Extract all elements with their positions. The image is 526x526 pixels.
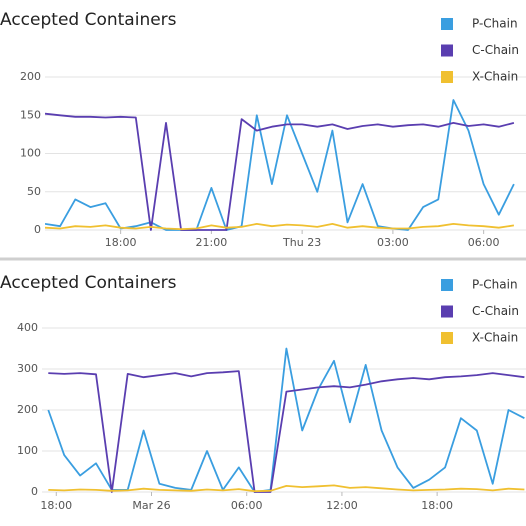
x-tick-label: 18:00 <box>421 499 453 512</box>
legend-swatch <box>441 332 453 344</box>
legend-swatch <box>441 44 453 57</box>
x-tick-label: Mar 26 <box>132 499 170 512</box>
y-tick-label: 100 <box>17 444 38 457</box>
x-tick-label: 12:00 <box>326 499 358 512</box>
y-tick-label: 50 <box>27 185 41 198</box>
x-tick-label: Thu 23 <box>282 236 321 249</box>
legend-swatch <box>441 305 453 318</box>
x-tick-label: 21:00 <box>196 236 228 249</box>
chart-title: Accepted Containers <box>0 10 177 30</box>
legend-label: C-Chain <box>472 304 519 318</box>
series-line <box>48 370 525 493</box>
y-tick-label: 300 <box>17 362 38 375</box>
y-tick-label: 150 <box>20 108 41 121</box>
y-tick-label: 200 <box>17 403 38 416</box>
legend-swatch <box>441 18 453 30</box>
x-tick-label: 06:00 <box>468 236 500 249</box>
y-tick-label: 0 <box>34 223 41 236</box>
x-tick-label: 18:00 <box>40 499 72 512</box>
legend-swatch <box>441 279 453 291</box>
legend-label: P-Chain <box>472 17 518 31</box>
series-line <box>45 223 515 231</box>
x-tick-label: 06:00 <box>231 499 263 512</box>
y-tick-label: 100 <box>20 147 41 160</box>
legend-label: C-Chain <box>472 43 519 57</box>
y-tick-label: 200 <box>20 70 41 83</box>
legend-label: X-Chain <box>472 331 518 345</box>
chart-title: Accepted Containers <box>0 273 177 293</box>
legend-swatch <box>441 71 453 83</box>
y-tick-label: 0 <box>31 485 38 498</box>
legend-label: P-Chain <box>472 278 518 292</box>
x-tick-label: 03:00 <box>377 236 409 249</box>
series-line <box>45 112 515 231</box>
series-line <box>48 484 525 493</box>
legend-label: X-Chain <box>472 70 518 84</box>
x-tick-label: 18:00 <box>105 236 137 249</box>
y-tick-label: 400 <box>17 321 38 334</box>
